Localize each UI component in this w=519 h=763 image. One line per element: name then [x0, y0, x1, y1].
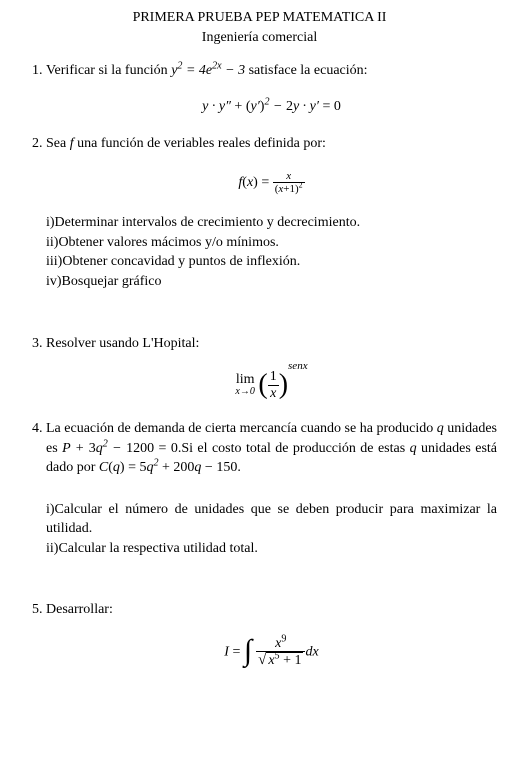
p3-fraction: 1 x — [268, 369, 279, 401]
doc-title: PRIMERA PRUEBA PEP MATEMATICA II — [22, 8, 497, 28]
p4-text-a: La ecuación de demanda de cierta mercanc… — [46, 421, 437, 436]
p5-fraction: x9 √x5 + 1 — [256, 636, 305, 669]
p2-sub-iv: iv)Bosquejar gráfico — [46, 272, 497, 292]
problem-1: Verificar si la función y2 = 4e2x − 3 sa… — [46, 61, 497, 116]
p4-q1: q — [437, 421, 444, 436]
p3-den: x — [270, 386, 276, 401]
p3-limit: lim x→0 — [235, 373, 254, 397]
p2-sub-i: i)Determinar intervalos de crecimiento y… — [46, 213, 497, 233]
p4-subitems: i)Calcular el número de unidades que se … — [46, 500, 497, 559]
p4-q2: q — [410, 441, 417, 456]
p3-lim-bot: x→0 — [235, 387, 254, 397]
p1-fn: y2 = 4e2x − 3 — [171, 63, 245, 78]
document-page: PRIMERA PRUEBA PEP MATEMATICA II Ingenie… — [0, 0, 519, 695]
problem-5: Desarrollar: I = ∫ x9 √x5 + 1 dx — [46, 600, 497, 668]
p3-num: 1 — [270, 369, 277, 384]
p3-lim-top: lim — [235, 373, 254, 387]
p4-text-e: . — [237, 460, 241, 475]
p4-sub-ii: ii)Calcular la respectiva utilidad total… — [46, 539, 497, 559]
p2-den: (x+1)2 — [273, 183, 305, 195]
p2-text-b: una función de veriables reales definida… — [74, 136, 326, 151]
p3-equation: lim x→0 ( 1 x )senx — [46, 369, 497, 401]
p4-text-c: .Si el costo total de producción de esta… — [178, 441, 410, 456]
p1-text-a: Verificar si la función — [46, 63, 171, 78]
problem-4: La ecuación de demanda de cierta mercanc… — [46, 419, 497, 587]
p4-sub-i: i)Calcular el número de unidades que se … — [46, 500, 497, 539]
p2-text-a: Sea — [46, 136, 70, 151]
p5-text: Desarrollar: — [46, 602, 113, 617]
problem-list: Verificar si la función y2 = 4e2x − 3 sa… — [22, 61, 497, 669]
p5-equation: I = ∫ x9 √x5 + 1 dx — [46, 636, 497, 669]
p4-eq1: P + 3q2 − 1200 = 0 — [62, 441, 178, 456]
problem-3: Resolver usando L'Hopital: lim x→0 ( 1 x… — [46, 334, 497, 401]
p5-den: √x5 + 1 — [256, 652, 305, 669]
p2-fraction: x (x+1)2 — [273, 170, 305, 195]
p5-num: x9 — [256, 636, 305, 652]
doc-subtitle: Ingeniería comercial — [22, 28, 497, 48]
p2-sub-ii: ii)Obtener valores mácimos y/o mínimos. — [46, 233, 497, 253]
p3-text: Resolver usando L'Hopital: — [46, 336, 199, 351]
p4-eq2: C(q) = 5q2 + 200q − 150 — [99, 460, 237, 475]
p3-exponent: senx — [288, 360, 308, 372]
p1-text-b: satisface la ecuación: — [245, 63, 367, 78]
p2-sub-iii: iii)Obtener concavidad y puntos de infle… — [46, 252, 497, 272]
p1-equation: y · y″ + (y′)2 − 2y · y′ = 0 — [46, 97, 497, 117]
p2-equation: f(x) = x (x+1)2 — [46, 170, 497, 195]
p5-dx: dx — [305, 645, 318, 660]
p2-subitems: i)Determinar intervalos de crecimiento y… — [46, 213, 497, 291]
problem-2: Sea f una función de veriables reales de… — [46, 134, 497, 319]
